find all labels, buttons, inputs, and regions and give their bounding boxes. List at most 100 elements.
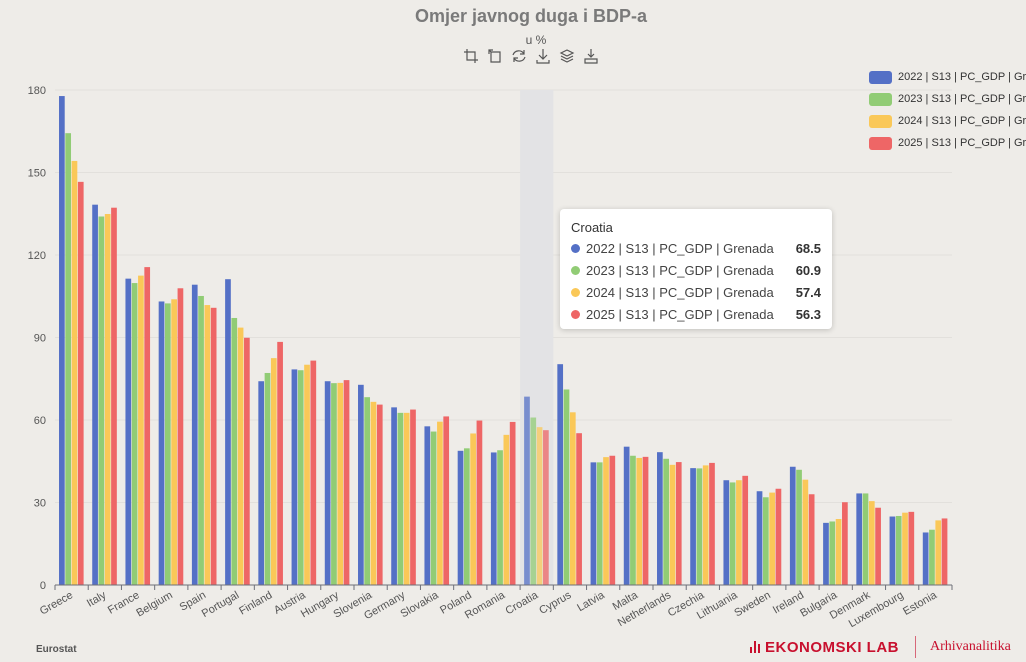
bar[interactable] (98, 216, 105, 586)
bar[interactable] (424, 426, 431, 585)
bar[interactable] (297, 370, 304, 585)
bar[interactable] (77, 181, 84, 585)
bar[interactable] (569, 412, 576, 585)
download-data-icon[interactable] (534, 47, 552, 65)
bar[interactable] (310, 360, 317, 585)
bar[interactable] (111, 207, 117, 585)
bar[interactable] (503, 434, 510, 585)
bar[interactable] (225, 279, 231, 585)
bar[interactable] (789, 466, 796, 585)
bar[interactable] (889, 516, 896, 585)
bar[interactable] (835, 519, 842, 585)
bar[interactable] (337, 382, 344, 585)
bar[interactable] (603, 457, 609, 585)
bar[interactable] (536, 427, 543, 585)
bar[interactable] (609, 455, 616, 585)
bar[interactable] (630, 455, 636, 585)
bar[interactable] (397, 412, 404, 585)
bar[interactable] (430, 431, 437, 585)
bar[interactable] (376, 404, 383, 585)
bar[interactable] (324, 381, 331, 585)
bar[interactable] (902, 512, 908, 585)
bar[interactable] (690, 468, 696, 585)
bar[interactable] (391, 407, 397, 585)
bar[interactable] (563, 389, 570, 585)
bar[interactable] (65, 133, 72, 586)
bar[interactable] (476, 420, 483, 585)
bar[interactable] (696, 468, 703, 585)
bar[interactable] (922, 532, 929, 585)
bar[interactable] (756, 491, 763, 585)
bar[interactable] (158, 301, 165, 585)
bar[interactable] (144, 267, 151, 585)
restore-icon[interactable] (510, 47, 528, 65)
bar[interactable] (457, 450, 464, 585)
bar[interactable] (775, 488, 782, 585)
bar[interactable] (171, 299, 177, 585)
bar[interactable] (875, 507, 881, 585)
bar[interactable] (642, 456, 649, 585)
bar[interactable] (524, 396, 530, 585)
bar[interactable] (364, 397, 371, 585)
bar[interactable] (543, 430, 549, 585)
bar[interactable] (736, 480, 742, 585)
bar[interactable] (762, 497, 769, 585)
bar[interactable] (264, 372, 271, 585)
bar[interactable] (270, 358, 277, 585)
bar[interactable] (443, 416, 450, 585)
bar[interactable] (403, 412, 410, 585)
bar[interactable] (104, 214, 111, 585)
bar[interactable] (231, 317, 238, 585)
legend-item-2022[interactable]: 2022 | S13 | PC_GDP | Grenada (869, 66, 1026, 88)
bar[interactable] (623, 446, 630, 585)
bar[interactable] (59, 96, 65, 586)
bar[interactable] (131, 283, 138, 585)
bar[interactable] (808, 494, 815, 585)
bar[interactable] (935, 520, 942, 585)
bar[interactable] (210, 307, 217, 585)
bar[interactable] (198, 295, 204, 585)
bar[interactable] (895, 515, 902, 585)
bar[interactable] (358, 384, 364, 585)
bar[interactable] (509, 421, 516, 585)
bar[interactable] (530, 417, 537, 585)
bar[interactable] (802, 479, 809, 585)
save-image-icon[interactable] (582, 47, 600, 65)
bar[interactable] (669, 464, 676, 585)
bar[interactable] (862, 493, 869, 585)
bar[interactable] (590, 462, 597, 585)
bar[interactable] (437, 421, 443, 585)
bar[interactable] (702, 465, 709, 585)
bar[interactable] (769, 492, 775, 585)
bar[interactable] (463, 448, 470, 585)
bar[interactable] (258, 381, 265, 585)
bar[interactable] (576, 433, 582, 585)
bar[interactable] (331, 383, 337, 585)
bar[interactable] (868, 501, 875, 585)
bar[interactable] (557, 364, 564, 585)
bar[interactable] (164, 303, 171, 585)
bar[interactable] (742, 475, 749, 585)
bar[interactable] (663, 458, 670, 585)
bar[interactable] (908, 511, 915, 585)
bar[interactable] (191, 284, 198, 585)
bar[interactable] (71, 160, 78, 585)
legend-item-2024[interactable]: 2024 | S13 | PC_GDP | Grenada (869, 110, 1026, 132)
bar[interactable] (277, 341, 283, 585)
bar[interactable] (941, 518, 948, 585)
bar[interactable] (823, 522, 829, 585)
bar[interactable] (125, 278, 132, 585)
bar[interactable] (829, 521, 836, 585)
bar[interactable] (291, 369, 298, 585)
bar[interactable] (92, 204, 98, 586)
legend-item-2025[interactable]: 2025 | S13 | PC_GDP | Grenada (869, 132, 1026, 154)
bar[interactable] (596, 462, 603, 585)
bar[interactable] (237, 327, 244, 585)
bar[interactable] (657, 452, 663, 585)
bar[interactable] (729, 482, 736, 585)
bar[interactable] (675, 462, 682, 585)
bar[interactable] (856, 493, 863, 585)
bar[interactable] (636, 457, 643, 585)
bar[interactable] (370, 401, 377, 585)
bar[interactable] (929, 529, 935, 585)
